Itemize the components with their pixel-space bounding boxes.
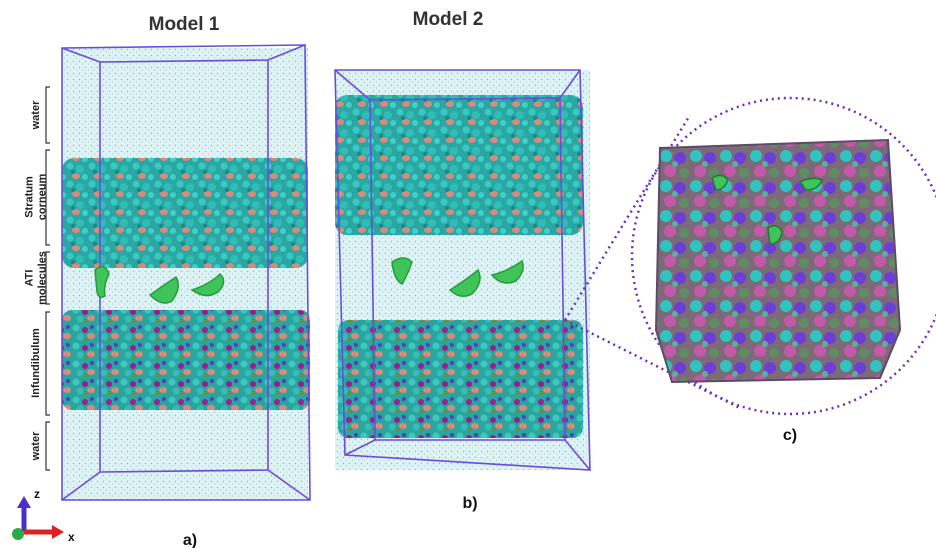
zoom-view [565,98,936,414]
axis-glyph [12,496,64,540]
model-title: Model 1 [149,14,220,35]
layer-label: ATI [23,270,35,287]
layer-label: Stratum [23,176,35,218]
axis-label: x [68,530,75,544]
panel-label: c) [783,427,797,444]
layer-label: Infundibulum [30,328,42,398]
model-1-box [62,45,310,500]
layer-label: corneum [36,174,48,221]
layer-label: water [30,100,42,130]
panel-label: b) [462,495,477,512]
panel-label: a) [183,532,197,548]
layer-label: water [30,431,42,461]
model-2-box [335,70,590,470]
figure: Model 1 Model 2 water Stratumcorneum ATImo… [0,0,936,548]
axis-label: z [34,487,40,501]
page: {"titles": {"model_1": "Model 1", "model… [0,0,936,548]
layer-label: molecules [36,251,48,305]
model-title: Model 2 [413,9,484,30]
